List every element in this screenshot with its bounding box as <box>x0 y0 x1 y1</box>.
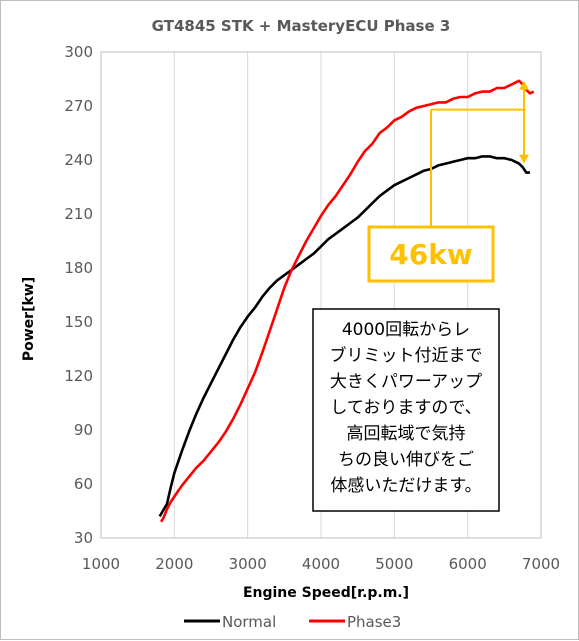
x-tick-label: 1000 <box>82 555 120 573</box>
difference-arrow-head-down <box>519 154 529 164</box>
series-line-phase3 <box>159 79 535 523</box>
y-tick-label: 210 <box>64 205 93 223</box>
y-tick-label: 270 <box>64 97 93 115</box>
x-axis-ticks: 1000 2000 3000 4000 5000 6000 7000 <box>82 555 560 573</box>
legend-label-phase3: Phase3 <box>347 613 401 631</box>
annotations: 46kw 4000回転からレブリミット付近まで大きくパワーアップしておりますので、… <box>312 80 529 512</box>
x-axis-label: Engine Speed[r.p.m.] <box>243 585 409 601</box>
y-tick-label: 240 <box>64 151 93 169</box>
y-tick-label: 30 <box>74 529 93 547</box>
y-tick-label: 180 <box>64 259 93 277</box>
difference-label: 46kw <box>389 238 472 271</box>
y-tick-label: 60 <box>74 475 93 493</box>
note-line: ちの良い伸びをご <box>338 450 474 470</box>
difference-arrow-head-up <box>519 80 529 90</box>
chart-title: GT4845 STK + MasteryECU Phase 3 <box>152 17 451 35</box>
series-line-normal <box>158 155 530 518</box>
y-axis-label: Power[kw] <box>21 277 37 361</box>
x-tick-label: 2000 <box>155 555 193 573</box>
note-line: 大きくパワーアップ <box>330 372 482 392</box>
y-tick-label: 150 <box>64 313 93 331</box>
y-tick-label: 300 <box>64 43 93 61</box>
difference-label-box <box>367 225 495 283</box>
y-axis-ticks: 30 60 90 120 150 180 210 240 270 300 <box>64 43 93 547</box>
note-line: しておりますので、 <box>330 398 481 418</box>
note-box <box>312 308 500 512</box>
y-tick-label: 120 <box>64 367 93 385</box>
y-tick-label: 90 <box>74 421 93 439</box>
legend: Normal Phase3 <box>184 613 401 631</box>
plot-area-border <box>100 51 542 539</box>
note-line: ブリミット付近まで <box>330 345 483 366</box>
x-tick-label: 3000 <box>229 555 267 573</box>
note-line: 4000回転からレ <box>342 320 470 340</box>
series-lines <box>158 79 535 523</box>
note-line: 高回転域で気持 <box>347 424 466 444</box>
note-line: 体感いただけます。 <box>330 476 481 496</box>
x-tick-label: 6000 <box>449 555 487 573</box>
x-tick-label: 7000 <box>522 555 560 573</box>
x-tick-label: 4000 <box>302 555 340 573</box>
legend-label-normal: Normal <box>222 613 276 631</box>
x-tick-label: 5000 <box>375 555 413 573</box>
